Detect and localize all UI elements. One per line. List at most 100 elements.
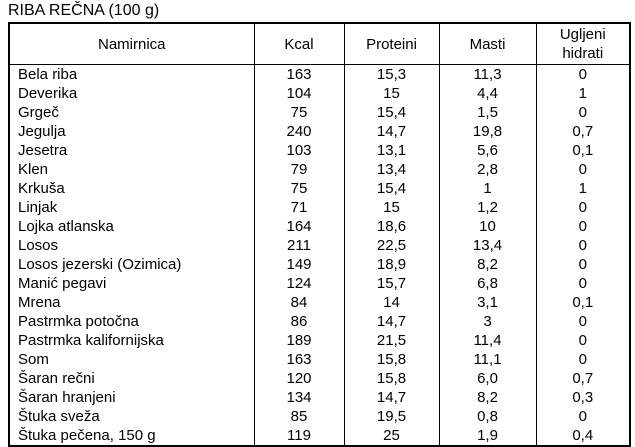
food-name-cell: Som — [8, 350, 255, 369]
value-cell: 19,8 — [438, 122, 537, 141]
food-name-cell: Lojka atlanska — [8, 217, 255, 236]
value-cell: 104 — [253, 84, 345, 103]
value-cell: 18,6 — [343, 217, 440, 236]
value-cell: 15,4 — [343, 103, 440, 122]
column-header-masti: Masti — [438, 23, 537, 65]
table-row: Manić pegavi 124 15,7 6,8 0 — [8, 274, 631, 293]
value-cell: 14,7 — [343, 388, 440, 407]
table-row: Jesetra 103 13,1 5,6 0,1 — [8, 141, 631, 160]
value-cell: 0,4 — [535, 426, 631, 446]
table-row: Bela riba 163 15,3 11,3 0 — [8, 64, 631, 84]
food-name-cell: Deverika — [8, 84, 255, 103]
value-cell: 75 — [253, 103, 345, 122]
table-row: Klen 79 13,4 2,8 0 — [8, 160, 631, 179]
value-cell: 163 — [253, 64, 345, 84]
table-row: Losos jezerski (Ozimica) 149 18,9 8,2 0 — [8, 255, 631, 274]
food-name-cell: Losos — [8, 236, 255, 255]
table-row: Grgeč 75 15,4 1,5 0 — [8, 103, 631, 122]
value-cell: 71 — [253, 198, 345, 217]
table-row: Pastrmka kalifornijska 189 21,5 11,4 0 — [8, 331, 631, 350]
food-name-cell: Pastrmka kalifornijska — [8, 331, 255, 350]
column-header-kcal: Kcal — [253, 23, 345, 65]
value-cell: 15,8 — [343, 350, 440, 369]
value-cell: 19,5 — [343, 407, 440, 426]
value-cell: 18,9 — [343, 255, 440, 274]
value-cell: 11,4 — [438, 331, 537, 350]
value-cell: 15 — [343, 198, 440, 217]
food-name-cell: Mrena — [8, 293, 255, 312]
value-cell: 15 — [343, 84, 440, 103]
value-cell: 2,8 — [438, 160, 537, 179]
value-cell: 13,1 — [343, 141, 440, 160]
value-cell: 0 — [535, 350, 631, 369]
table-row: Losos 211 22,5 13,4 0 — [8, 236, 631, 255]
value-cell: 1,9 — [438, 426, 537, 446]
food-name-cell: Šaran rečni — [8, 369, 255, 388]
value-cell: 25 — [343, 426, 440, 446]
value-cell: 0,1 — [535, 141, 631, 160]
value-cell: 10 — [438, 217, 537, 236]
value-cell: 14,7 — [343, 122, 440, 141]
value-cell: 6,0 — [438, 369, 537, 388]
food-name-cell: Jegulja — [8, 122, 255, 141]
value-cell: 119 — [253, 426, 345, 446]
value-cell: 164 — [253, 217, 345, 236]
table-row: Štuka sveža 85 19,5 0,8 0 — [8, 407, 631, 426]
value-cell: 0 — [535, 331, 631, 350]
value-cell: 15,3 — [343, 64, 440, 84]
food-name-cell: Pastrmka potočna — [8, 312, 255, 331]
value-cell: 134 — [253, 388, 345, 407]
value-cell: 0,1 — [535, 293, 631, 312]
column-header-proteini: Proteini — [343, 23, 440, 65]
value-cell: 1,5 — [438, 103, 537, 122]
table-row: Jegulja 240 14,7 19,8 0,7 — [8, 122, 631, 141]
value-cell: 15,8 — [343, 369, 440, 388]
table-body: Bela riba 163 15,3 11,3 0 Deverika 104 15 4,4 1 Gr… — [8, 64, 631, 446]
table-row: Pastrmka potočna 86 14,7 3 0 — [8, 312, 631, 331]
value-cell: 0 — [535, 407, 631, 426]
value-cell: 0 — [535, 236, 631, 255]
food-name-cell: Linjak — [8, 198, 255, 217]
value-cell: 120 — [253, 369, 345, 388]
table-row: Šaran rečni 120 15,8 6,0 0,7 — [8, 369, 631, 388]
nutrition-table: Namirnica Kcal Proteini Masti Ugljeni hi… — [8, 22, 631, 447]
page-title: RIBA REČNA (100 g) — [8, 2, 160, 19]
value-cell: 211 — [253, 236, 345, 255]
value-cell: 84 — [253, 293, 345, 312]
food-name-cell: Grgeč — [8, 103, 255, 122]
value-cell: 0 — [535, 274, 631, 293]
value-cell: 3,1 — [438, 293, 537, 312]
value-cell: 13,4 — [438, 236, 537, 255]
value-cell: 79 — [253, 160, 345, 179]
value-cell: 0 — [535, 160, 631, 179]
food-name-cell: Klen — [8, 160, 255, 179]
value-cell: 0,3 — [535, 388, 631, 407]
value-cell: 1 — [535, 179, 631, 198]
value-cell: 8,2 — [438, 388, 537, 407]
value-cell: 0 — [535, 312, 631, 331]
value-cell: 124 — [253, 274, 345, 293]
value-cell: 22,5 — [343, 236, 440, 255]
value-cell: 163 — [253, 350, 345, 369]
value-cell: 15,4 — [343, 179, 440, 198]
table-row: Krkuša 75 15,4 1 1 — [8, 179, 631, 198]
value-cell: 0,7 — [535, 122, 631, 141]
value-cell: 0 — [535, 198, 631, 217]
food-name-cell: Bela riba — [8, 64, 255, 84]
value-cell: 0 — [535, 217, 631, 236]
value-cell: 240 — [253, 122, 345, 141]
table-row: Lojka atlanska 164 18,6 10 0 — [8, 217, 631, 236]
value-cell: 0 — [535, 64, 631, 84]
value-cell: 14,7 — [343, 312, 440, 331]
value-cell: 14 — [343, 293, 440, 312]
food-name-cell: Krkuša — [8, 179, 255, 198]
value-cell: 5,6 — [438, 141, 537, 160]
value-cell: 189 — [253, 331, 345, 350]
value-cell: 3 — [438, 312, 537, 331]
food-name-cell: Šaran hranjeni — [8, 388, 255, 407]
value-cell: 15,7 — [343, 274, 440, 293]
value-cell: 0,7 — [535, 369, 631, 388]
value-cell: 1 — [535, 84, 631, 103]
value-cell: 8,2 — [438, 255, 537, 274]
food-name-cell: Jesetra — [8, 141, 255, 160]
